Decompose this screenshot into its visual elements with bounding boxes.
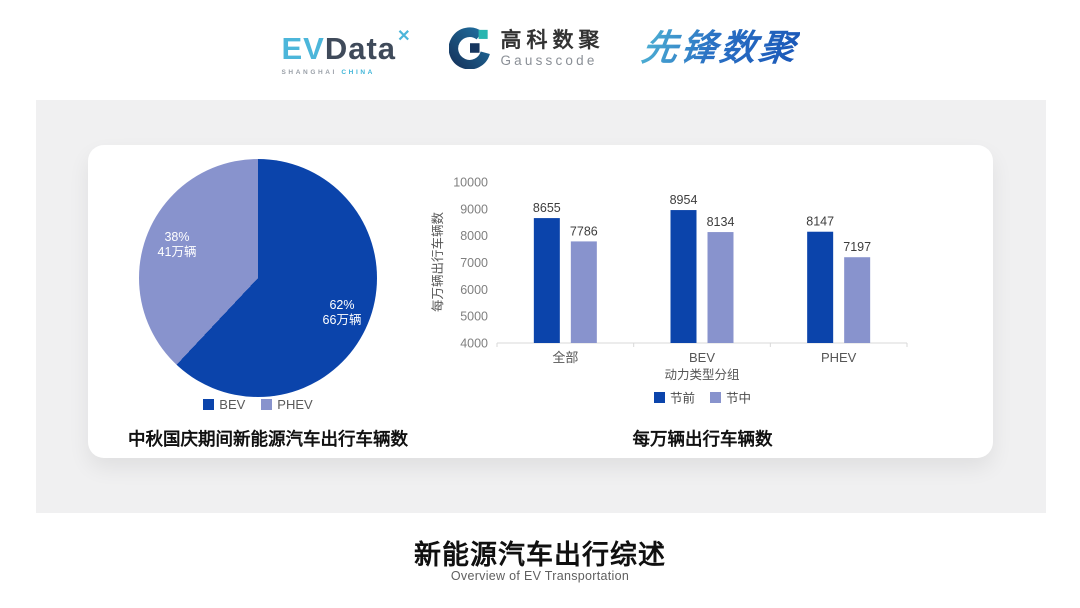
bar-节前-BEV [670,210,697,343]
evdata-logo: EVData✕ SHANGHAI CHINA [282,20,412,76]
y-tick-label: 8000 [460,229,488,243]
bev-pct: 62% [329,298,355,312]
x-category-label: PHEV [821,350,857,365]
bar-legend-label: 节中 [726,391,751,406]
header-logos: EVData✕ SHANGHAI CHINA 高科数聚 Gausscode [0,20,1080,76]
bar-节中-PHEV [844,257,871,343]
phev-value: 41万辆 [157,245,197,259]
legend-item-phev: PHEV [261,397,313,412]
evdata-tagline-shanghai: SHANGHAI [281,69,337,76]
bar-value-label: 8147 [806,215,834,229]
y-tick-label: 5000 [460,310,488,324]
xianfeng-logo: 先锋数聚 [639,27,802,68]
pie-legend: BEV PHEV [139,397,377,412]
gausscode-en-name: Gausscode [500,52,598,68]
bar-value-label: 7197 [843,240,871,254]
y-tick-label: 4000 [460,337,488,351]
bar-value-label: 7786 [570,224,598,238]
bar-value-label: 8655 [533,201,561,215]
legend-swatch-phev [261,399,273,410]
y-tick-label: 10000 [453,176,488,190]
pie-label-phev: 38% 41万辆 [158,230,197,260]
evdata-data-text: Data [324,31,397,66]
phev-pct: 38% [164,230,190,244]
y-tick-label: 6000 [460,283,488,297]
gausscode-cn-name: 高科数聚 [500,28,605,52]
charts-card: 38% 41万辆 62% 66万辆 BEV PHEV 中秋国庆期间新能源汽车出行… [88,145,993,458]
legend-label-phev: PHEV [277,397,313,412]
bev-value: 66万辆 [322,313,362,327]
pie-label-bev: 62% 66万辆 [323,298,362,328]
x-category-label: BEV [689,350,715,365]
bar-节前-PHEV [807,231,834,343]
bar-value-label: 8134 [707,215,735,229]
charts-panel: 38% 41万辆 62% 66万辆 BEV PHEV 中秋国庆期间新能源汽车出行… [36,100,1046,513]
bar-节前-全部 [533,218,560,343]
pie-graphic: 38% 41万辆 62% 66万辆 [139,159,377,397]
evdata-tagline-china: CHINA [341,69,375,76]
spark-icon: ✕ [397,28,412,45]
gausscode-g-icon [449,27,491,69]
evdata-wordmark: EVData✕ [282,20,412,66]
y-tick-label: 9000 [460,202,488,216]
legend-swatch-bev [203,399,215,410]
page-title: 新能源汽车出行综述 [414,540,666,570]
bar-legend-label: 节前 [670,391,695,406]
bar-节中-BEV [707,232,734,343]
gausscode-logo: 高科数聚 Gausscode [449,27,604,69]
legend-label-bev: BEV [219,397,246,412]
x-category-label: 全部 [552,350,578,365]
pie-title: 中秋国庆期间新能源汽车出行车辆数 [128,429,408,449]
bar-title: 每万辆出行车辆数 [632,429,773,449]
page-subtitle: Overview of EV Transportation [450,569,630,583]
bar-value-label: 8954 [670,193,698,207]
gausscode-text: 高科数聚 Gausscode [500,29,604,68]
bar-legend-swatch [654,392,665,403]
x-axis-label: 动力类型分组 [664,368,739,382]
bar-节中-全部 [570,241,597,343]
y-axis-label: 每万辆出行车辆数 [430,212,445,313]
evdata-ev-text: EV [281,31,325,66]
y-tick-label: 7000 [460,256,488,270]
evdata-tagline: SHANGHAI CHINA [282,69,412,76]
bar-legend-swatch [710,392,721,403]
legend-item-bev: BEV [203,397,245,412]
